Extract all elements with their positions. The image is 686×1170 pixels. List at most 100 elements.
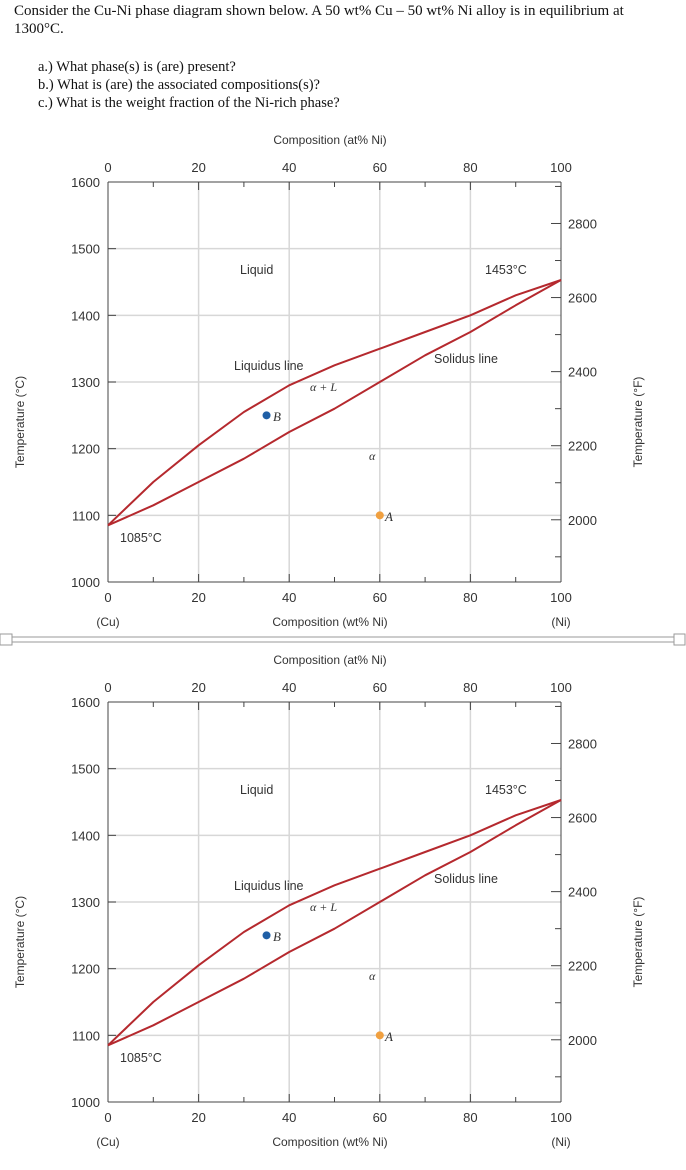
y2-tick-label: 2000 (568, 1033, 597, 1048)
y-tick-label: 1400 (71, 308, 100, 323)
x-tick-label: 60 (373, 590, 387, 605)
point-a-label: A (384, 1029, 393, 1044)
point-b-label: B (273, 929, 281, 944)
x-tick-label: 100 (550, 1110, 572, 1125)
top-axis-title: Composition (at% Ni) (273, 133, 386, 147)
y2-tick-label: 2400 (568, 885, 597, 900)
ni-melting-label: 1453°C (485, 263, 527, 277)
left-axis-title: Temperature (°C) (13, 896, 27, 988)
x2-tick-label: 100 (550, 160, 572, 175)
y2-tick-label: 2200 (568, 959, 597, 974)
points (262, 931, 384, 1040)
bottom-axis-title: Composition (wt% Ni) (272, 615, 387, 629)
y-tick-label: 1100 (72, 1028, 100, 1043)
x2-tick-label: 80 (463, 680, 477, 695)
alpha-label: α (369, 449, 376, 463)
y2-tick-label: 2200 (568, 439, 597, 454)
bottom-axis-title: Composition (wt% Ni) (272, 1135, 387, 1149)
ni-end-label: (Ni) (551, 1135, 570, 1149)
solidus-label: Solidus line (434, 352, 498, 366)
point-b-marker (262, 931, 271, 940)
axis-ticks: 0 20 40 60 80 1000 20 40 60 80 1001000110012001300… (71, 160, 597, 605)
liquidus-line-curve (107, 799, 562, 1047)
curves (107, 799, 562, 1047)
two-phase-label: α + L (310, 900, 337, 914)
phase-diagram-1: 0 20 40 60 80 1000 20 40 60 80 1001000110012001300… (13, 133, 645, 629)
point-b-label: B (273, 409, 281, 424)
y-tick-label: 1500 (71, 762, 100, 777)
y2-tick-label: 2000 (568, 513, 597, 528)
question-part-a: a.) What phase(s) is (are) present? (38, 59, 236, 75)
ni-melting-label: 1453°C (485, 783, 527, 797)
right-axis-title: Temperature (°F) (631, 377, 645, 468)
y2-tick-label: 2400 (568, 365, 597, 380)
liquidus-line-curve (107, 279, 562, 527)
solidus-line-curve (107, 799, 562, 1047)
ni-end-label: (Ni) (551, 615, 570, 629)
y-tick-label: 1200 (71, 962, 100, 977)
liquidus-label: Liquidus line (234, 359, 304, 373)
curves (107, 279, 562, 527)
point-a-marker (375, 511, 384, 520)
point-a-label: A (384, 509, 393, 524)
y2-tick-label: 2600 (568, 811, 597, 826)
x2-tick-label: 20 (191, 680, 205, 695)
right-axis-title: Temperature (°F) (631, 897, 645, 988)
y-tick-label: 1400 (71, 828, 100, 843)
y-tick-label: 1500 (71, 242, 100, 257)
y2-tick-label: 2800 (568, 216, 597, 231)
question-part-b: b.) What is (are) the associated composi… (38, 77, 320, 93)
y-tick-label: 1600 (71, 175, 100, 190)
x-tick-label: 60 (373, 1110, 387, 1125)
liquid-label: Liquid (240, 783, 273, 797)
x-tick-label: 20 (191, 1110, 205, 1125)
y-tick-label: 1000 (71, 1095, 100, 1110)
y-tick-label: 1200 (71, 442, 100, 457)
x2-tick-label: 60 (373, 160, 387, 175)
grid-lines (108, 182, 561, 582)
point-a-marker (375, 1031, 384, 1040)
phase-diagram-2: 0 20 40 60 80 1000 20 40 60 80 1001000110012001300… (13, 653, 645, 1149)
y-tick-label: 1000 (71, 575, 100, 590)
alpha-label: α (369, 969, 376, 983)
x-tick-label: 100 (550, 590, 572, 605)
top-axis-title: Composition (at% Ni) (273, 653, 386, 667)
y-tick-label: 1600 (71, 695, 100, 710)
x-tick-label: 0 (104, 590, 111, 605)
x2-tick-label: 20 (191, 160, 205, 175)
y-tick-label: 1100 (72, 508, 100, 523)
y2-tick-label: 2600 (568, 291, 597, 306)
x2-tick-label: 100 (550, 680, 572, 695)
x2-tick-label: 0 (104, 680, 111, 695)
question-parts: a.) What phase(s) is (are) present? b.) … (38, 58, 340, 112)
point-b-marker (262, 411, 271, 420)
solidus-line-curve (107, 279, 562, 527)
y-tick-label: 1300 (71, 895, 100, 910)
y-tick-label: 1300 (71, 375, 100, 390)
x-tick-label: 0 (104, 1110, 111, 1125)
liquidus-label: Liquidus line (234, 879, 304, 893)
cu-end-label: (Cu) (96, 1135, 119, 1149)
x2-tick-label: 40 (282, 160, 296, 175)
liquid-label: Liquid (240, 263, 273, 277)
page-separator (0, 633, 686, 646)
question-block: Consider the Cu-Ni phase diagram shown b… (14, 2, 674, 38)
cu-melting-label: 1085°C (120, 531, 162, 545)
question-text: Consider the Cu-Ni phase diagram shown b… (14, 3, 624, 37)
x-tick-label: 20 (191, 590, 205, 605)
x2-tick-label: 80 (463, 160, 477, 175)
points (262, 411, 384, 520)
x-tick-label: 80 (463, 1110, 477, 1125)
x-tick-label: 40 (282, 590, 296, 605)
two-phase-label: α + L (310, 380, 337, 394)
y2-tick-label: 2800 (568, 736, 597, 751)
x-tick-label: 80 (463, 590, 477, 605)
axis-ticks: 0 20 40 60 80 1000 20 40 60 80 1001000110012001300… (71, 680, 597, 1125)
cu-end-label: (Cu) (96, 615, 119, 629)
x2-tick-label: 40 (282, 680, 296, 695)
x-tick-label: 40 (282, 1110, 296, 1125)
x2-tick-label: 60 (373, 680, 387, 695)
left-axis-title: Temperature (°C) (13, 376, 27, 468)
question-part-c: c.) What is the weight fraction of the N… (38, 95, 340, 111)
solidus-label: Solidus line (434, 872, 498, 886)
